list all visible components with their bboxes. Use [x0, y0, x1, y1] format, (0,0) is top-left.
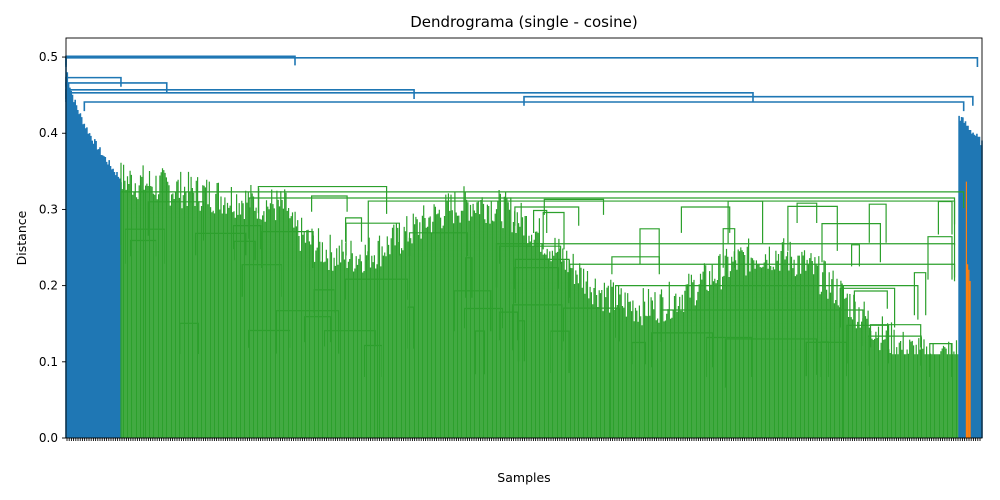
top-merge-link	[83, 101, 965, 112]
y-tick-label: 0.4	[39, 126, 58, 140]
cluster-leaves-green-1	[120, 162, 960, 438]
green-merge-link	[120, 191, 965, 245]
green-merge-link	[542, 211, 565, 250]
green-merge-link	[261, 231, 314, 268]
green-merge-link	[913, 272, 927, 316]
green-merge-link	[820, 341, 829, 377]
green-merge-link	[929, 343, 953, 377]
green-merge-link	[495, 243, 956, 288]
green-merge-link	[241, 264, 283, 297]
green-merge-link	[233, 240, 256, 261]
green-merge-link	[257, 185, 388, 214]
green-merge-link	[474, 330, 485, 375]
green-merge-link	[248, 329, 291, 348]
green-merge-link	[275, 310, 340, 354]
green-merge-link	[722, 228, 736, 268]
y-axis-label: Distance	[14, 210, 29, 265]
y-tick-label: 0.5	[39, 50, 58, 64]
plot-area: 0.0 0.1 0.2 0.3 0.4 0.5	[39, 37, 983, 445]
green-merge-link	[839, 287, 896, 328]
green-merge-link	[514, 206, 580, 226]
green-merge-link	[631, 341, 646, 365]
green-merge-link	[313, 289, 335, 313]
x-ticks	[66, 438, 981, 441]
green-merge-link	[927, 236, 953, 280]
green-merge-link	[345, 217, 363, 242]
green-merge-link	[569, 263, 956, 298]
green-merge-link	[727, 200, 764, 244]
green-merge-link	[124, 228, 166, 264]
green-merge-link	[543, 198, 605, 215]
green-merge-link	[846, 324, 890, 364]
green-merge-link	[650, 332, 714, 368]
green-merge-link	[304, 316, 332, 343]
y-tick-label: 0.3	[39, 202, 58, 216]
green-merge-link	[853, 290, 888, 309]
green-merge-link	[464, 307, 503, 329]
green-merge-link	[787, 205, 838, 251]
green-merge-link	[660, 309, 864, 346]
green-merge-link	[851, 244, 860, 267]
top-merge-link	[65, 89, 415, 99]
green-merge-link	[615, 285, 919, 338]
green-merge-link	[867, 335, 922, 366]
y-tick-label: 0.2	[39, 279, 58, 293]
green-merge-link	[147, 201, 204, 241]
green-merge-link	[517, 320, 525, 362]
green-merge-link	[639, 228, 660, 265]
chart-title: Dendrograma (single - cosine)	[410, 13, 637, 31]
green-merge-link	[562, 307, 620, 342]
green-merge-link	[465, 257, 473, 298]
cluster-leaves-blue-0	[65, 57, 122, 438]
top-merge-link	[65, 82, 168, 93]
green-merge-link	[937, 200, 953, 235]
green-merge-link	[179, 322, 199, 354]
green-merge-link	[513, 267, 559, 289]
green-merge-link	[724, 338, 818, 388]
plot-frame	[65, 37, 983, 439]
green-merge-link	[869, 324, 922, 348]
green-merge-link	[344, 278, 409, 300]
green-merge-link	[499, 245, 562, 264]
green-merge-link	[408, 232, 468, 256]
green-merge-link	[129, 239, 157, 257]
green-merge-link	[367, 200, 956, 261]
y-tick-label: 0.1	[39, 355, 58, 369]
green-merge-link	[323, 330, 376, 347]
x-axis-label: Samples	[497, 470, 550, 485]
green-merge-link	[364, 344, 383, 377]
y-tick-label: 0.0	[39, 431, 58, 445]
green-merge-link	[512, 304, 563, 351]
green-merge-link	[311, 195, 348, 212]
green-merge-link	[550, 330, 570, 373]
top-merge-link	[65, 57, 979, 67]
green-merge-link	[680, 206, 731, 233]
green-merge-link	[706, 336, 753, 377]
green-merge-link	[611, 256, 660, 275]
green-merge-link	[514, 258, 570, 304]
green-merge-link	[232, 225, 262, 250]
green-merge-link	[407, 306, 415, 349]
green-merge-link	[533, 209, 548, 233]
green-merge-link	[868, 203, 887, 243]
green-merge-link	[796, 202, 818, 223]
green-merge-link	[821, 223, 881, 263]
green-merge-link	[453, 290, 492, 332]
cluster-leaves-orange-3	[965, 181, 971, 438]
green-merge-link	[195, 232, 247, 256]
